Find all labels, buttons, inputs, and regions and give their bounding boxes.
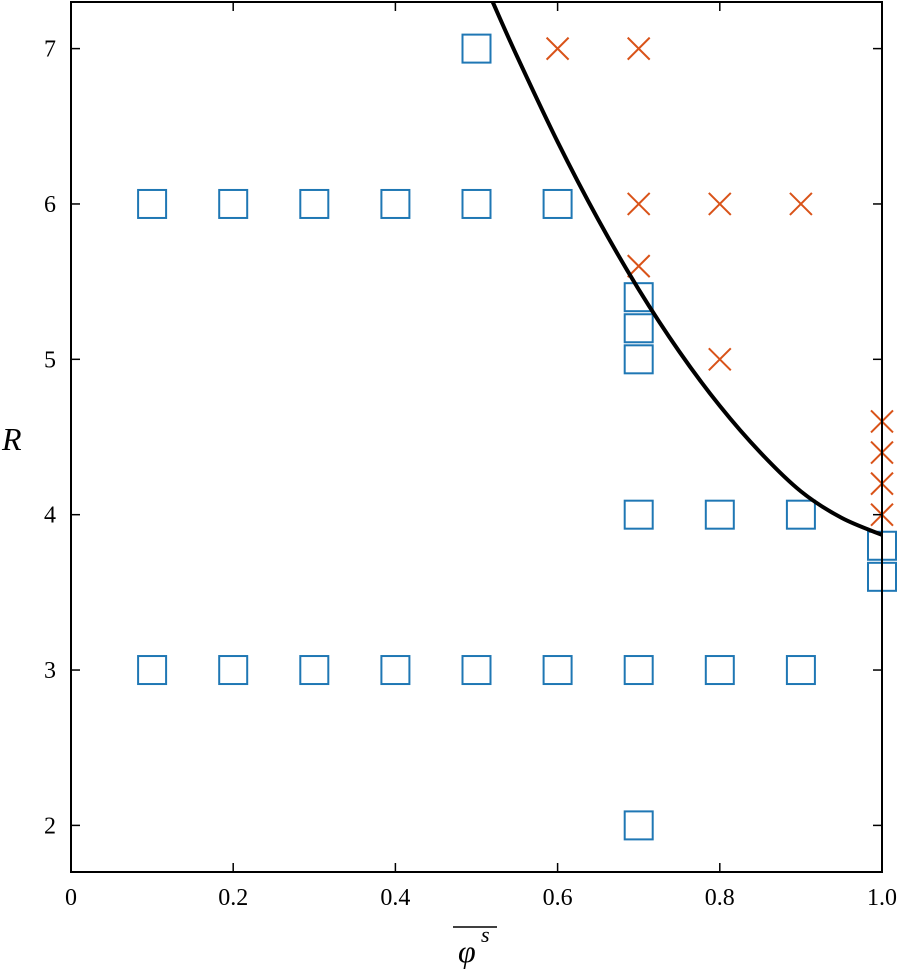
square-marker: [380, 655, 411, 686]
x-tick-label: 0.6: [543, 885, 573, 911]
square-marker: [785, 499, 816, 530]
square-marker: [299, 188, 330, 219]
chart-marks: [137, 1, 897, 841]
y-tick-label: 4: [44, 503, 56, 529]
square-marker: [704, 655, 735, 686]
square-marker: [704, 499, 735, 530]
y-tick-label: 7: [44, 37, 56, 63]
y-tick-label: 3: [44, 658, 56, 684]
square-marker: [623, 810, 654, 841]
x-tick-label: 0.4: [380, 885, 410, 911]
square-marker: [299, 655, 330, 686]
square-marker: [218, 655, 249, 686]
x-axis-label: φ: [458, 933, 476, 969]
square-marker: [380, 188, 411, 219]
square-marker: [461, 188, 492, 219]
square-marker: [137, 655, 168, 686]
x-axis-label-group: φ s: [453, 922, 497, 969]
cross-marker: [626, 36, 651, 61]
y-axis-label-group: R: [1, 421, 22, 457]
square-marker: [461, 655, 492, 686]
x-tick-label: 0: [65, 885, 77, 911]
x-tick-label: 0.8: [705, 885, 735, 911]
cross-marker: [708, 347, 732, 372]
cross-marker: [626, 192, 651, 216]
y-tick-label: 6: [44, 192, 56, 218]
axis-ticks: 0 0.2 0.4 0.6 0.8 1.0 2 3 4 5 6 7: [44, 2, 897, 911]
cross-marker: [708, 192, 732, 216]
x-tick-label: 1.0: [867, 885, 897, 911]
x-axis-label-superscript: s: [481, 922, 490, 947]
square-marker: [623, 499, 654, 530]
square-marker: [623, 282, 654, 313]
cross-marker: [545, 36, 570, 61]
y-axis-label: R: [1, 421, 22, 457]
y-tick-label: 2: [44, 813, 56, 839]
plot-frame: [70, 1, 883, 873]
y-tick-label: 5: [44, 347, 56, 373]
square-marker: [623, 655, 654, 686]
square-marker: [218, 188, 249, 219]
square-marker: [137, 188, 168, 219]
cross-marker: [626, 254, 651, 278]
cross-marker: [789, 192, 813, 216]
x-tick-label: 0.2: [218, 885, 248, 911]
boundary-curve: [490, 1, 883, 537]
square-marker: [623, 313, 654, 344]
square-marker: [542, 188, 573, 219]
square-marker: [461, 33, 492, 64]
square-marker: [623, 344, 654, 375]
square-marker: [542, 655, 573, 686]
square-marker: [785, 655, 816, 686]
